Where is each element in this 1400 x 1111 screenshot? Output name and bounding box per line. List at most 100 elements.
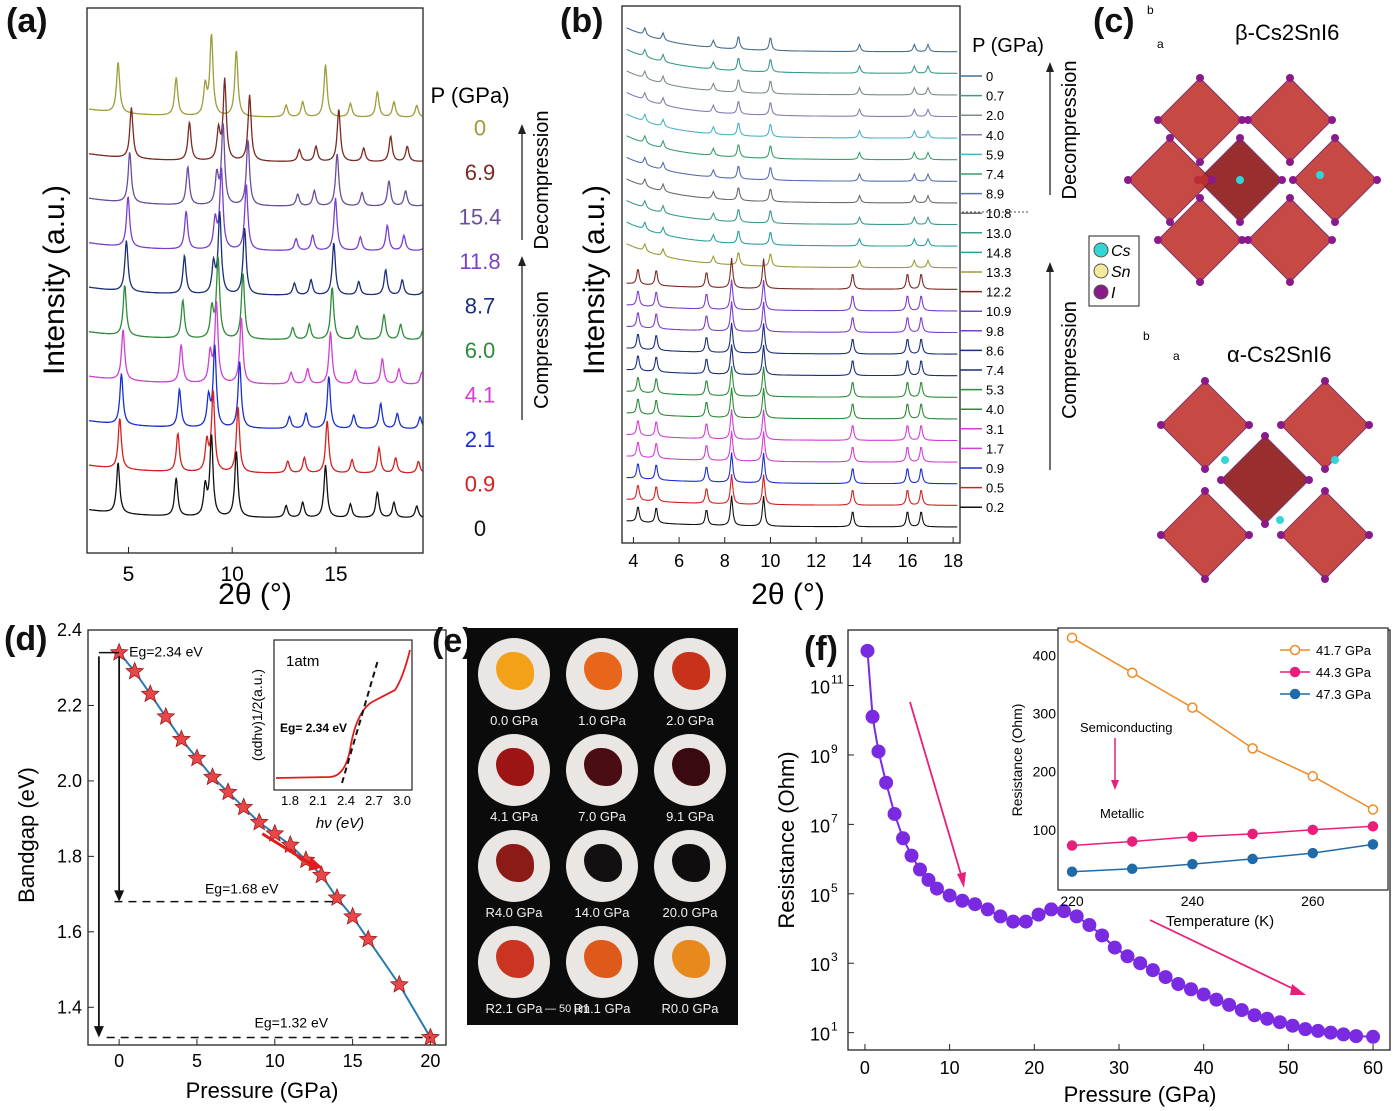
data-point [1285,1018,1300,1033]
iodine-atom [1157,421,1165,429]
inset-data-point [1307,847,1319,859]
data-point-star [156,706,176,725]
y-tick-label: 10 [810,1025,830,1045]
panel-b-xrd-plot: 4 6 8 10 12 14 16 18 2θ (°) Intensity (a.u.) P (GP… [578,5,1081,610]
inset-data-point [1187,702,1198,713]
xrd-trace [626,48,958,74]
pressure-label: 0 [474,116,486,141]
data-point-star [358,929,378,948]
iodine-atom [1124,176,1132,184]
annotation: Eg=2.34 eV [129,644,203,660]
diamond-anvil-cell [566,926,638,998]
data-point-star [420,1027,441,1046]
data-point [1107,940,1122,955]
legend-atom [1093,242,1109,258]
iodine-atom [1321,575,1329,583]
inset-legend-label: 47.3 GPa [1316,687,1372,702]
inset-data-point [1367,804,1379,815]
data-point-star [311,865,331,884]
inset-x-tick-label: 260 [1301,893,1325,909]
data-point-star [171,729,192,748]
iodine-atom [1196,74,1204,82]
pressure-label: 11.8 [459,249,500,274]
data-point [865,709,880,724]
data-point [1145,963,1160,978]
diamond-anvil-cell [654,830,726,902]
inset-y-tick-label: 200 [1033,764,1057,780]
decompression-arrowhead [518,124,526,134]
x-tick-label: 16 [897,551,917,571]
legend-label: 4.0 [986,128,1004,143]
y-tick-exponent: 1 [831,1020,838,1034]
y-tick-label: 10 [810,886,830,906]
data-point [1260,1011,1275,1026]
data-point [1366,1029,1381,1044]
xrd-trace [626,156,958,182]
y-tick-label: 2.0 [57,771,82,791]
data-point [1209,992,1224,1007]
y-tick-label: 1.6 [57,922,82,942]
data-point [1349,1029,1364,1044]
inset-x-tick-label: 2.4 [337,793,355,808]
legend-label: 9.8 [986,324,1004,339]
annotation: Eg=1.68 eV [205,881,279,897]
panel-a: (a) 5 10 15 2θ (°) Intensity (a.u.) 0 6.9 15.4 1… [0,0,560,610]
diamond-anvil-cell [566,638,638,710]
x-tick-label: 10 [221,563,244,586]
legend-label: 10.9 [986,304,1011,319]
iodine-atom [1278,176,1286,184]
panel-d-bandgap-plot: 0 5 10 15 20 1.4 1.6 1.8 2.0 2.2 2.4 Pressure (GPa)… [14,620,447,1103]
iodine-atom [1277,531,1285,539]
iodine-atom [1245,421,1253,429]
xrd-trace [626,242,958,269]
x-tick-label: 4 [628,551,638,571]
pressure-label: 2.1 [465,427,496,452]
inset-x-tick-label: 3.0 [393,793,411,808]
sni6-octahedron [1247,77,1333,163]
iodine-atom [1154,116,1162,124]
panel-b: (b) 4 6 8 10 12 14 16 18 2θ (°) Intensity (a.u.) P… [560,0,1100,610]
inset-x-tick-label: 1.8 [281,793,299,808]
panel-d: (d) 0 5 10 15 20 1.4 1.6 1.8 2.0 2.2 2.4 Pressure (… [0,620,460,1111]
inset-data-point [1307,771,1319,782]
pressure-caption: 2.0 GPa [666,713,714,728]
xrd-trace [626,279,958,312]
iodine-atom [1238,236,1246,244]
diamond-anvil-cell [478,638,550,710]
y-tick-exponent: 11 [831,673,844,687]
iodine-atom [1244,116,1252,124]
scale-bar-label: — 50 μm [545,1003,590,1015]
annotation: Eg=1.32 eV [255,1014,329,1030]
data-point [1323,1025,1338,1040]
inset-x-tick-label: 2.7 [365,793,383,808]
sample-crystal [672,940,710,978]
legend-label: 2.0 [986,108,1004,123]
iodine-atom [1331,218,1339,226]
iodine-atom [1196,158,1204,166]
x-tick-label: 50 [1278,1058,1298,1078]
y-tick-exponent: 9 [831,742,838,756]
x-tick-label: 10 [760,551,780,571]
y-tick-label: 1.8 [57,846,82,866]
data-point [1044,902,1059,917]
legend-label: 0.5 [986,481,1004,496]
cs-atom [1331,456,1339,464]
data-point [912,862,927,877]
data-point [968,897,983,912]
inset-fit-line [341,659,379,784]
y-tick-label: 10 [810,678,830,698]
legend-label: 7.4 [986,167,1004,182]
sample-photo: 0.0 GPa [471,638,557,728]
pressure-label: 6.0 [465,338,496,363]
iodine-atom [1305,476,1313,484]
x-tick-label: 10 [265,1051,285,1071]
inset-data-point [1247,828,1258,840]
y-tick-label: 10 [810,955,830,975]
drop-arrowhead [93,1026,104,1038]
panel-e-label: (e) [432,622,474,660]
data-point-star [342,906,363,925]
inset-data-point [1247,743,1258,754]
inset-data-point [1066,632,1078,644]
x-tick-label: 18 [943,551,963,571]
x-tick-label: 12 [806,551,826,571]
